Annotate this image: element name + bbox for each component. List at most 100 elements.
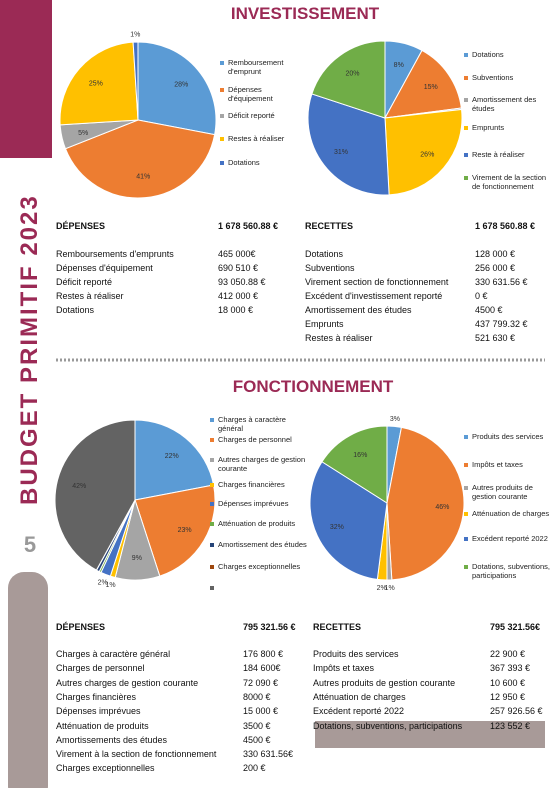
row-amount: 257 926.56 € (490, 706, 543, 717)
row-label: Produits des services (313, 649, 399, 659)
table-header: DÉPENSES (56, 221, 106, 231)
row-amount: 18 000 € (218, 305, 254, 315)
legend-swatch (464, 435, 468, 439)
legend-label: Charges à caractère général (218, 415, 286, 433)
legend-label: Dotations, subventions, participations (472, 562, 550, 580)
row-amount: 256 000 € (475, 263, 516, 273)
pie-slice (384, 49, 462, 119)
slice-label: 31% (334, 149, 348, 156)
row-amount: 184 600€ (243, 663, 281, 674)
legend-swatch (464, 512, 468, 516)
slice-label: 26% (420, 151, 434, 158)
row-label: Charges de personnel (56, 663, 145, 674)
row-label: Dépenses d'équipement (56, 263, 153, 273)
legend-swatch (210, 458, 214, 462)
pie-slice (311, 40, 386, 119)
footer-block (315, 721, 545, 748)
legend-swatch (464, 463, 468, 467)
legend-swatch (464, 53, 468, 57)
legend-label: Charges de personnel (218, 435, 292, 444)
row-label: Remboursements d'emprunts (56, 249, 174, 259)
section-title: INVESTISSEMENT (230, 4, 380, 23)
pie-slice (64, 119, 216, 199)
legend-label: Dotations (228, 158, 260, 167)
row-amount: 465 000€ (218, 249, 256, 259)
legend-label: Produits des services (472, 432, 544, 441)
row-amount: 176 800 € (243, 649, 284, 659)
row-amount: 12 950 € (490, 691, 526, 702)
section-title: FONCTIONNEMENT (232, 377, 394, 396)
row-amount: 8000 € (243, 691, 271, 702)
legend-swatch (210, 543, 214, 547)
row-amount: 200 € (243, 763, 266, 774)
legend-label: Amortissement des études (472, 95, 537, 113)
row-label: Virement à la section de fonctionnement (56, 749, 217, 760)
pie-slice (132, 41, 139, 121)
row-label: Impôts et taxes (313, 663, 375, 674)
row-label: Charges exceptionnelles (56, 763, 155, 774)
row-amount: 72 090 € (243, 677, 279, 688)
legend-label: Virement de la section de fonctionnement (472, 173, 547, 191)
row-amount: 521 630 € (475, 333, 516, 343)
legend-label: Restes à réaliser (228, 134, 285, 143)
row-label: Déficit reporté (56, 277, 113, 287)
pie-slice (54, 419, 136, 571)
legend-swatch (464, 537, 468, 541)
slice-label: 28% (174, 82, 188, 89)
legend-swatch (210, 438, 214, 442)
legend-swatch (464, 126, 468, 130)
pie-slice (137, 41, 217, 136)
row-label: Excédent reporté 2022 (313, 706, 405, 717)
legend-swatch (464, 76, 468, 80)
row-label: Restes à réaliser (305, 333, 373, 343)
legend-swatch (220, 88, 224, 92)
row-amount: 437 799.32 € (475, 319, 528, 329)
pie-slice (134, 484, 216, 577)
slice-label: 2% (377, 585, 387, 592)
row-label: Charges financières (56, 691, 137, 702)
table-header: RECETTES (313, 622, 362, 632)
row-amount: 4500 € (243, 734, 271, 745)
slice-label: 16% (353, 452, 367, 459)
slice-label: 25% (89, 80, 103, 87)
row-amount: 412 000 € (218, 291, 259, 301)
row-label: Amortissement des études (305, 305, 412, 315)
legend-label: Dépenses imprévues (218, 499, 289, 508)
slice-label: 2% (98, 579, 108, 586)
slice-label: 41% (136, 173, 150, 180)
slice-label: 8% (394, 62, 404, 69)
row-amount: 330 631.56 € (475, 277, 528, 287)
table-total: 1 678 560.88 € (475, 221, 536, 231)
row-label: Dotations, subventions, participations (313, 720, 463, 731)
legend-label: Remboursement d'emprunt (228, 58, 284, 76)
row-label: Autres charges de gestion courante (56, 677, 199, 688)
row-amount: 10 600 € (490, 677, 526, 688)
legend-swatch (210, 565, 214, 569)
row-label: Dotations (305, 249, 344, 259)
row-label: Atténuation de produits (56, 720, 149, 731)
legend-swatch (220, 161, 224, 165)
legend-label: Dotations (472, 50, 504, 59)
row-amount: 123 552 € (490, 720, 531, 731)
slice-label: 46% (435, 504, 449, 511)
legend-label: Atténuation de charges (472, 509, 550, 518)
slice-label: 5% (78, 130, 88, 137)
table-total: 795 321.56€ (490, 622, 541, 632)
row-label: Dotations (56, 305, 95, 315)
row-label: Virement section de fonctionnement (305, 277, 449, 287)
slice-label: 9% (132, 555, 142, 562)
table-header: RECETTES (305, 221, 354, 231)
legend-label: Déficit reporté (228, 111, 275, 120)
legend-label: Autres charges de gestion courante (218, 455, 306, 473)
row-amount: 4500 € (475, 305, 503, 315)
row-label: Charges à caractère général (56, 649, 171, 659)
sidebar-band (0, 0, 52, 158)
row-label: Restes à réaliser (56, 291, 124, 301)
legend-label: Amortissement des études (218, 540, 307, 549)
row-amount: 0 € (475, 291, 488, 301)
table-total: 1 678 560.88 € (218, 221, 279, 231)
row-amount: 3500 € (243, 720, 271, 731)
legend-label: Reste à réaliser (472, 150, 525, 159)
slice-label: 32% (330, 524, 344, 531)
